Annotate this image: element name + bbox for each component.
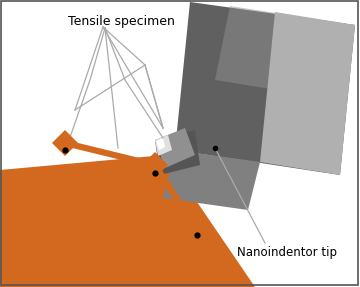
Polygon shape [156, 138, 165, 150]
Polygon shape [175, 2, 355, 175]
Text: Nanoindentor tip: Nanoindentor tip [237, 246, 337, 259]
Polygon shape [0, 155, 255, 287]
Polygon shape [182, 214, 208, 240]
Polygon shape [142, 152, 168, 178]
Polygon shape [155, 135, 172, 156]
Polygon shape [155, 128, 195, 168]
Polygon shape [52, 130, 78, 156]
Text: Tensile specimen: Tensile specimen [68, 15, 175, 28]
Polygon shape [163, 150, 260, 210]
Polygon shape [155, 130, 200, 175]
Polygon shape [260, 12, 355, 175]
Polygon shape [215, 6, 355, 100]
